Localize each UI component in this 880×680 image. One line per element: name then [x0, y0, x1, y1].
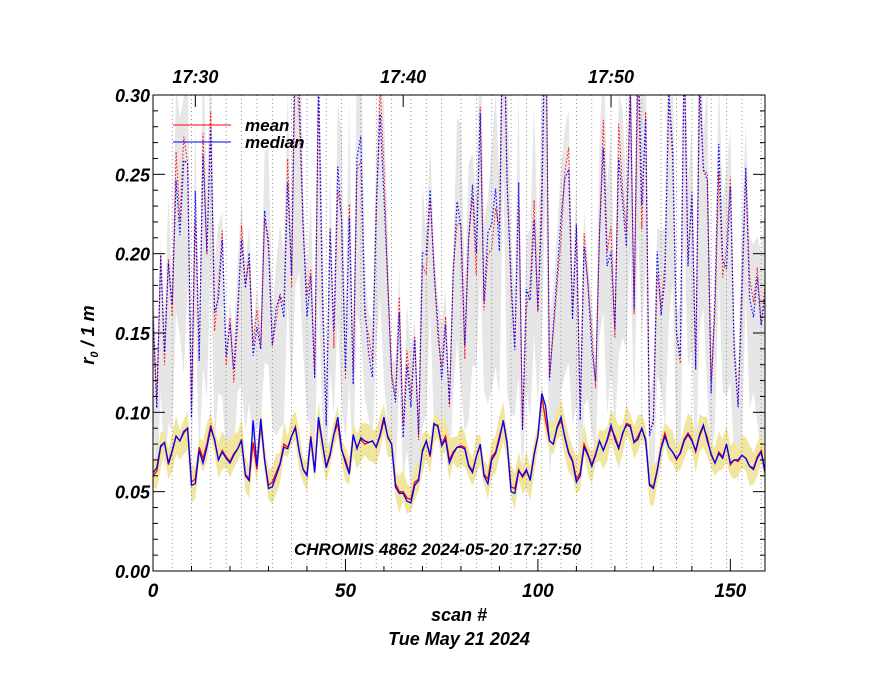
x-tick-label: 50	[335, 581, 357, 602]
time-tick-label: 17:40	[380, 67, 426, 87]
svg-text:r0 / 1 m: r0 / 1 m	[78, 305, 101, 364]
date-label: Tue May 21 2024	[388, 629, 530, 649]
legend-median-label: median	[245, 133, 305, 152]
x-tick-label: 0	[148, 581, 159, 602]
y-axis-label-main: r	[78, 357, 98, 365]
spread-band-grey	[153, 95, 765, 503]
y-tick-label: 0.30	[115, 86, 150, 106]
y-tick-label: 0.25	[115, 165, 151, 185]
y-tick-label: 0.00	[115, 562, 150, 582]
legend: mean median	[173, 116, 305, 152]
dotted-series-layer	[153, 95, 765, 441]
spread-band-yellow	[153, 385, 765, 515]
x-tick-label: 150	[715, 581, 747, 602]
mean-spread-dotted-line	[153, 95, 765, 441]
y-axis-label-rest: / 1 m	[78, 305, 98, 351]
chart-annotation: CHROMIS 4862 2024-05-20 17:27:50	[294, 540, 582, 559]
y-tick-label: 0.20	[115, 245, 150, 265]
y-tick-label: 0.15	[115, 324, 151, 344]
y-tick-label: 0.10	[115, 403, 150, 423]
median-spread-dotted-line	[153, 95, 765, 438]
series-mean-line	[153, 396, 765, 501]
time-tick-label: 17:30	[172, 67, 218, 87]
time-tick-label: 17:50	[588, 67, 634, 87]
series-layer	[153, 393, 765, 504]
x-tick-label: 100	[522, 581, 554, 602]
series-median-line	[153, 393, 765, 504]
y-axis-label: r0 / 1 m	[78, 305, 101, 364]
band-layer	[153, 95, 765, 515]
legend-mean-label: mean	[245, 116, 289, 135]
x-axis-label: scan #	[431, 605, 487, 625]
y-tick-label: 0.05	[115, 483, 151, 503]
axes-layer: 0.00 0.05 0.10 0.15 0.20 0.25 0.30 0 50 100 150 17:…	[115, 67, 766, 602]
y-axis-label-sub: 0	[89, 351, 101, 358]
